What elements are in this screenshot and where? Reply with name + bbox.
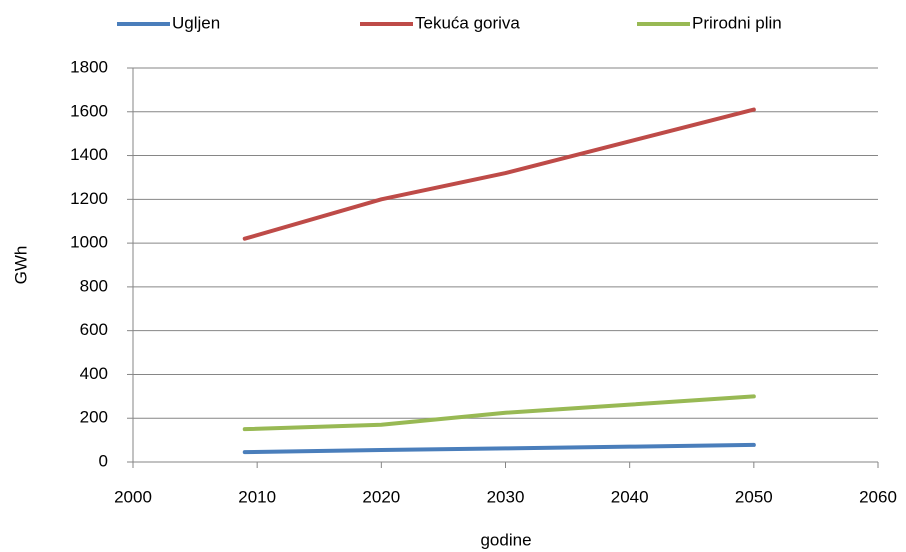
y-tick-label: 1000: [70, 233, 108, 252]
y-tick-label: 600: [80, 320, 108, 339]
x-tick-label: 2040: [611, 487, 649, 506]
y-tick-label: 1800: [70, 57, 108, 76]
legend-label: Tekuća goriva: [415, 13, 520, 32]
x-tick-label: 2050: [735, 487, 773, 506]
line-series: [242, 394, 756, 432]
x-axis-label: godine: [480, 530, 531, 549]
y-tick-label: 1200: [70, 189, 108, 208]
x-tick-label: 2020: [362, 487, 400, 506]
y-tick-label: 200: [80, 408, 108, 427]
y-axis-label: GWh: [11, 246, 30, 285]
y-tick-label: 1600: [70, 101, 108, 120]
legend-label: Prirodni plin: [692, 13, 782, 32]
y-tick-label: 0: [99, 451, 108, 470]
x-tick-label: 2010: [238, 487, 276, 506]
x-tick-label: 2030: [487, 487, 525, 506]
y-tick-label: 400: [80, 364, 108, 383]
y-tick-label: 1400: [70, 145, 108, 164]
x-tick-label: 2000: [114, 487, 152, 506]
line-series: [242, 107, 756, 241]
line-series: [242, 442, 756, 455]
legend-label: Ugljen: [172, 13, 220, 32]
y-tick-label: 800: [80, 276, 108, 295]
x-tick-label: 2060: [859, 487, 897, 506]
